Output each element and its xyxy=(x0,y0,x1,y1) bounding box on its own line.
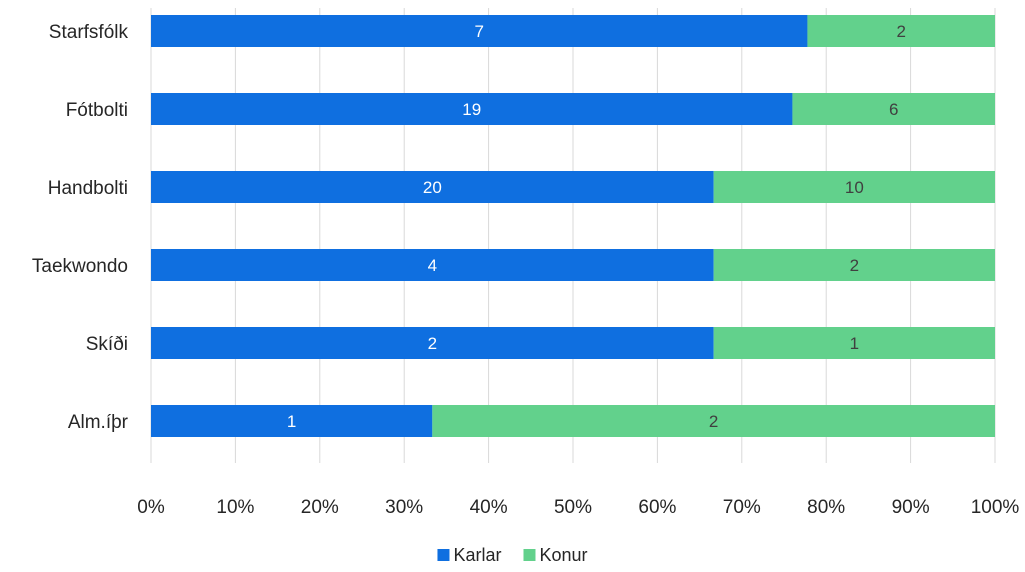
bar-karlar xyxy=(151,405,433,437)
legend: Karlar Konur xyxy=(437,545,588,565)
data-label: 2 xyxy=(896,22,905,41)
data-label: 10 xyxy=(845,178,864,197)
category-labels: Starfsfólk Fótbolti Handbolti Taekwondo Skíð… xyxy=(32,22,129,433)
legend-item: Karlar xyxy=(437,545,501,565)
legend-swatch xyxy=(437,549,450,561)
bars: 7 2 19 6 20 10 4 2 2 1 1 2 xyxy=(151,15,995,437)
legend-label: Konur xyxy=(539,545,587,565)
x-tick-label: 40% xyxy=(470,497,508,518)
x-tick-label: 70% xyxy=(723,497,761,518)
data-label: 4 xyxy=(428,256,437,275)
legend-swatch xyxy=(523,549,536,561)
category-label: Taekwondo xyxy=(32,256,128,277)
data-label: 19 xyxy=(462,100,481,119)
bar-konur xyxy=(432,405,995,437)
data-label: 6 xyxy=(889,100,898,119)
x-tick-label: 90% xyxy=(892,497,930,518)
x-tick-label: 100% xyxy=(971,497,1020,518)
data-label: 1 xyxy=(287,412,296,431)
bar-karlar xyxy=(151,15,808,47)
bar-karlar xyxy=(151,327,714,359)
x-tick-label: 30% xyxy=(385,497,423,518)
x-axis-tick-labels: 0% 10% 20% 30% 40% 50% 60% 70% 80% 90% 100% xyxy=(137,497,1019,518)
x-tick-label: 10% xyxy=(216,497,254,518)
bar-konur xyxy=(807,15,995,47)
data-label: 7 xyxy=(474,22,483,41)
bar-karlar xyxy=(151,171,714,203)
bar-konur xyxy=(713,171,995,203)
bar-karlar xyxy=(151,249,714,281)
x-tick-label: 50% xyxy=(554,497,592,518)
category-label: Starfsfólk xyxy=(49,22,129,43)
category-label: Handbolti xyxy=(48,178,128,199)
category-label: Skíði xyxy=(86,334,128,355)
data-label: 1 xyxy=(850,334,859,353)
x-tick-label: 20% xyxy=(301,497,339,518)
bar-konur xyxy=(713,249,995,281)
x-tick-label: 0% xyxy=(137,497,165,518)
x-tick-label: 60% xyxy=(638,497,676,518)
legend-label: Karlar xyxy=(453,545,501,565)
legend-item: Konur xyxy=(523,545,588,565)
bar-konur xyxy=(713,327,995,359)
bar-karlar xyxy=(151,93,793,125)
data-label: 20 xyxy=(423,178,442,197)
x-tick-label: 80% xyxy=(807,497,845,518)
data-label: 2 xyxy=(709,412,718,431)
data-label: 2 xyxy=(850,256,859,275)
data-label: 2 xyxy=(428,334,437,353)
gridlines xyxy=(150,8,996,463)
bar-konur xyxy=(792,93,995,125)
category-label: Fótbolti xyxy=(66,100,128,121)
category-label: Alm.íþr xyxy=(68,412,129,433)
